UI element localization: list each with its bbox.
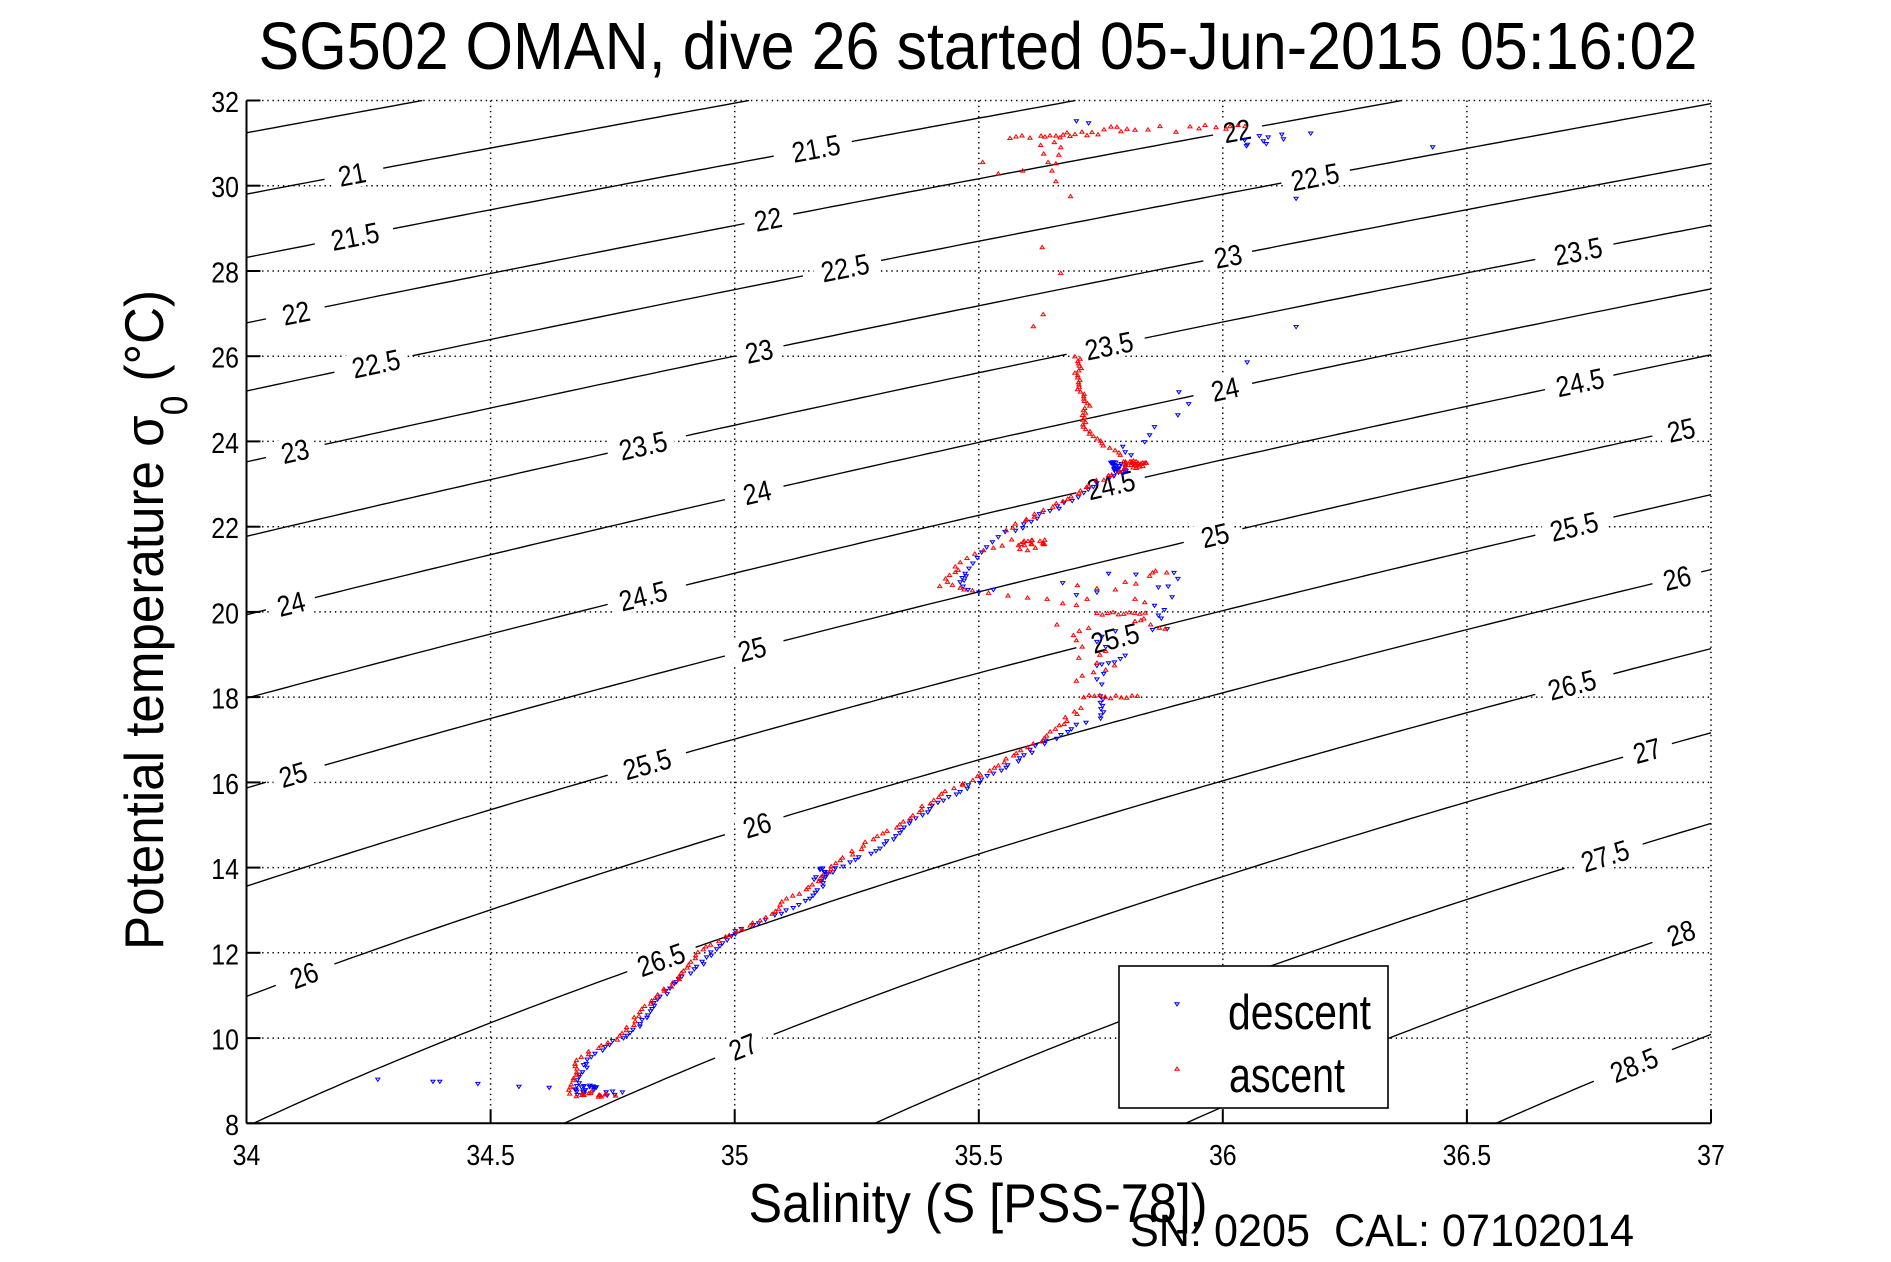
svg-text:Salinity (S [PSS-78]): Salinity (S [PSS-78]): [749, 1172, 1208, 1234]
svg-text:23: 23: [742, 334, 776, 371]
svg-text:34.5: 34.5: [466, 1140, 515, 1172]
svg-text:26: 26: [211, 343, 239, 375]
svg-text:16: 16: [211, 769, 239, 801]
svg-text:24: 24: [1208, 372, 1242, 409]
svg-text:34: 34: [233, 1140, 261, 1172]
svg-text:SG502 OMAN, dive 26 started 05: SG502 OMAN, dive 26 started 05-Jun-2015 …: [259, 9, 1698, 84]
svg-text:37: 37: [1697, 1140, 1725, 1172]
svg-text:SN: 0205 CAL: 07102014: SN: 0205 CAL: 07102014: [1130, 1205, 1634, 1256]
svg-text:25: 25: [1664, 413, 1698, 450]
svg-text:30: 30: [211, 172, 239, 204]
svg-text:32: 32: [211, 87, 239, 119]
svg-text:8: 8: [225, 1110, 239, 1142]
svg-text:22: 22: [752, 202, 785, 239]
svg-text:35.5: 35.5: [955, 1140, 1004, 1172]
svg-text:28: 28: [211, 258, 239, 290]
svg-text:10: 10: [211, 1025, 239, 1057]
svg-text:22: 22: [211, 513, 239, 545]
svg-text:descent: descent: [1228, 986, 1371, 1040]
svg-text:24: 24: [211, 428, 239, 460]
svg-text:36.5: 36.5: [1443, 1140, 1492, 1172]
svg-text:23: 23: [278, 434, 312, 471]
svg-text:36: 36: [1209, 1140, 1237, 1172]
svg-text:21: 21: [336, 157, 369, 194]
svg-text:20: 20: [211, 598, 239, 630]
svg-text:22: 22: [280, 296, 314, 333]
svg-text:18: 18: [211, 684, 239, 716]
svg-text:14: 14: [211, 854, 239, 886]
svg-text:23: 23: [1212, 239, 1245, 276]
svg-text:12: 12: [211, 939, 239, 971]
svg-text:35: 35: [721, 1140, 749, 1172]
svg-text:ascent: ascent: [1229, 1049, 1345, 1103]
